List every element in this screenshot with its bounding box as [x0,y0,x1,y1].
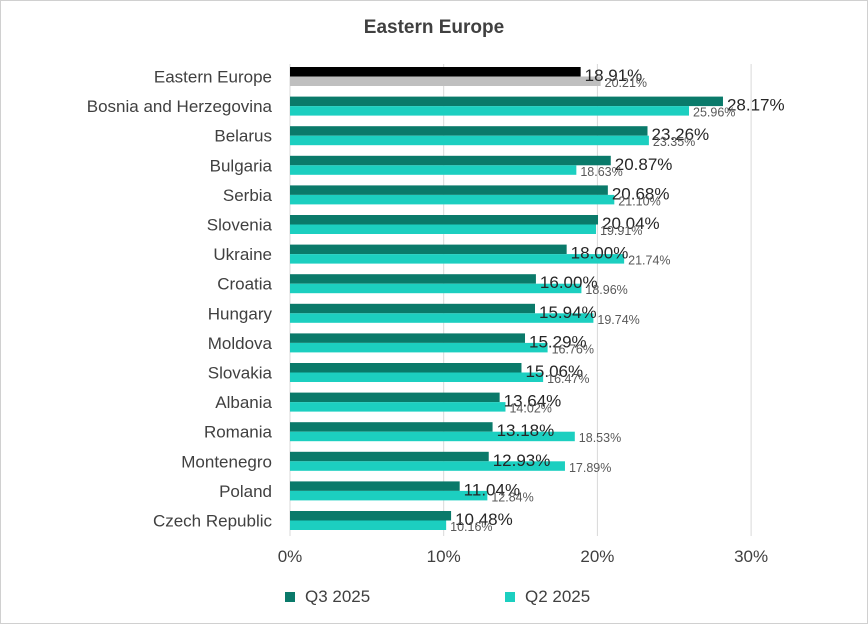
category-label: Ukraine [213,245,272,264]
value-label-q3: 12.93% [493,451,551,470]
value-label-q3: 11.04% [464,480,520,499]
bar-q3 [290,303,535,314]
category-label: Czech Republic [153,512,273,531]
value-label-q2: 12.84% [491,490,533,504]
category-label: Croatia [217,275,272,294]
category-label: Bulgaria [210,156,273,175]
x-tick-label: 10% [427,547,461,566]
category-labels: Eastern Europe Bosnia and Herzegovina Bela… [87,68,273,531]
value-label-q3: 28.17% [727,96,785,115]
legend-swatch-q2 [505,592,515,602]
value-label-q2: 19.91% [600,224,642,238]
value-label-q3: 15.29% [529,332,587,351]
value-label-q2: 16.76% [552,342,594,356]
value-label-q3: 20.68% [612,184,670,203]
value-label-q3: 13.18% [497,421,555,440]
value-label-q2: 25.96% [693,106,735,120]
value-label-q2: 21.10% [618,194,660,208]
bar-q3 [290,244,567,255]
value-label-q2: 19.74% [597,313,639,327]
legend-label-q2: Q2 2025 [525,587,591,606]
bar-q3 [290,511,452,521]
bar-q2 [290,313,594,323]
category-label: Moldova [208,334,273,353]
category-label: Belarus [214,127,272,146]
category-label: Albania [215,393,272,412]
chart-title: Eastern Europe [363,17,505,38]
bar-q2 [290,254,625,264]
category-label: Hungary [208,304,273,323]
value-label-q3: 18.00% [571,244,629,263]
bar-q2 [290,402,506,412]
category-label: Slovakia [208,364,273,383]
bar-q2 [290,490,488,501]
value-label-q2: 16.47% [547,372,589,386]
bar-q2 [290,431,575,442]
bar-q3 [290,67,581,77]
x-tick-label: 30% [734,547,768,566]
legend-swatch-q3 [285,592,295,602]
legend-item-q3: Q3 2025 [285,587,370,607]
value-label-q3: 18.91% [585,66,643,85]
value-label-q2: 20.21% [605,76,647,90]
category-label: Slovenia [207,216,273,235]
value-label-q2: 10.16% [450,520,492,534]
bar-q2 [290,106,690,116]
value-label-q3: 16.00% [540,273,598,292]
value-labels: 18.91%20.21% 28.17%25.96% 23.26%23.35% 20.8… [450,66,784,534]
bar-q3 [290,155,611,166]
bar-q3 [290,126,648,136]
bar-q2 [290,135,649,146]
bar-q3 [290,333,526,343]
category-label: Bosnia and Herzegovina [87,97,273,116]
x-tick-labels: 0% 10% 20% 30% [278,547,768,566]
value-label-q2: 17.89% [569,461,611,475]
bar-q2 [290,520,447,530]
category-label: Poland [219,482,272,501]
bar-q2 [290,461,565,471]
x-tick-label: 0% [278,547,303,566]
bar-q2 [290,342,548,353]
bar-q3 [290,185,608,195]
bar-q3 [290,392,500,403]
bar-q3 [290,363,522,373]
bar-q2 [290,194,615,205]
category-label: Romania [204,423,273,442]
bar-q2 [290,165,577,175]
value-label-q2: 23.35% [653,135,695,149]
value-label-q3: 23.26% [652,125,710,144]
bar-q3 [290,422,493,432]
bar-q3 [290,96,723,107]
category-label: Eastern Europe [154,68,272,87]
bar-q2 [290,283,582,294]
value-label-q3: 10.48% [455,510,513,529]
category-label: Montenegro [181,452,272,471]
value-label-q3: 20.87% [615,155,673,174]
value-label-q2: 18.96% [585,283,627,297]
x-tick-label: 20% [580,547,614,566]
value-label-q3: 15.94% [539,303,597,322]
value-label-q2: 21.74% [628,254,670,268]
bar-q2 [290,224,597,234]
value-label-q3: 13.64% [504,392,562,411]
bar-q3 [290,481,460,491]
legend-item-q2: Q2 2025 [505,587,590,607]
bar-q2 [290,372,544,382]
bar-q2 [290,76,601,86]
value-label-q2: 18.63% [580,165,622,179]
bar-q3 [290,274,536,284]
value-label-q2: 14.02% [509,402,551,416]
value-label-q2: 18.53% [579,431,621,445]
legend-label-q3: Q3 2025 [305,587,371,606]
bar-q3 [290,451,489,462]
bars [290,67,723,530]
bar-q3 [290,215,599,225]
category-label: Serbia [223,186,273,205]
value-label-q3: 20.04% [602,214,660,233]
value-label-q3: 15.06% [525,362,583,381]
